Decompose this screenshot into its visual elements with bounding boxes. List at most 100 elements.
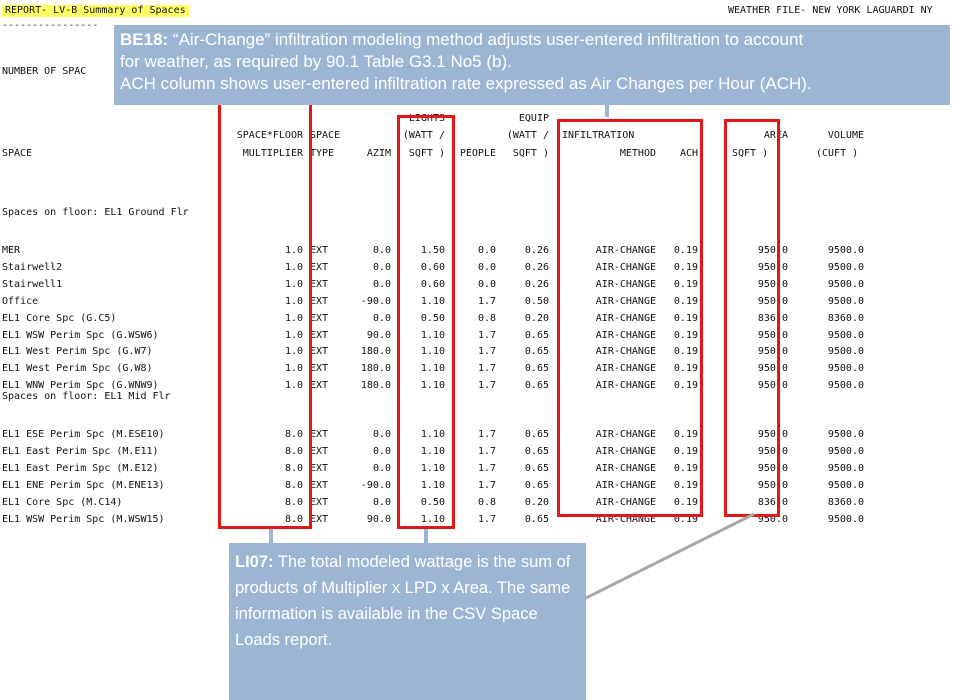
cell-equip: 0.65 — [524, 513, 549, 525]
report-title: REPORT- LV-B Summary of Spaces — [2, 5, 189, 17]
cell-lights: 1.10 — [420, 380, 445, 392]
cell-type: EXT — [310, 363, 329, 375]
cell-equip: 0.50 — [524, 295, 549, 307]
multiplier-column-highlight — [218, 93, 312, 529]
callout-pointer-multiplier — [269, 529, 273, 543]
cell-azim: 0.0 — [372, 445, 391, 457]
cell-equip: 0.65 — [524, 429, 549, 440]
cell-volume: 9500.0 — [827, 429, 864, 440]
cell-lights: 0.50 — [420, 312, 445, 324]
cell-area: 950.0 — [757, 462, 788, 474]
cell-volume: 9500.0 — [827, 295, 864, 307]
cell-infiltration-method: AIR-CHANGE — [595, 429, 656, 440]
cell-azim: 180.0 — [360, 380, 391, 392]
cell-lights: 1.10 — [420, 295, 445, 307]
cell-area: 950.0 — [757, 513, 788, 525]
cell-space: Stairwell2 — [2, 261, 63, 273]
cell-area: 950.0 — [757, 380, 788, 392]
cell-people: 0.8 — [477, 496, 496, 508]
cell-lights: 1.10 — [420, 445, 445, 457]
cell-people: 0.0 — [477, 261, 496, 273]
callout-be18-line2: for weather, as required by 90.1 Table G… — [120, 52, 512, 71]
callout-be18-line3: ACH column shows user-entered infiltrati… — [120, 74, 812, 93]
cell-area: 950.0 — [757, 278, 788, 290]
col-type-header-2: TYPE — [310, 148, 335, 159]
callout-pointer-infiltration — [605, 105, 609, 117]
cell-space: EL1 Core Spc (G.C5) — [2, 312, 117, 324]
cell-ach: 0.19 — [673, 513, 698, 525]
cell-infiltration-method: AIR-CHANGE — [595, 245, 656, 256]
cell-area: 950.0 — [757, 346, 788, 358]
cell-infiltration-method: AIR-CHANGE — [595, 278, 656, 290]
callout-be18-code: BE18: — [120, 30, 169, 49]
cell-azim: -90.0 — [360, 295, 391, 307]
cell-space: EL1 West Perim Spc (G.W7) — [2, 346, 153, 358]
cell-azim: 0.0 — [372, 312, 391, 324]
floor-label-mid: Spaces on floor: EL1 Mid Flr — [2, 391, 171, 402]
cell-volume: 9500.0 — [827, 462, 864, 474]
cell-azim: 0.0 — [372, 429, 391, 440]
col-equip-header-2: (WATT / — [506, 130, 549, 141]
cell-azim: 0.0 — [372, 261, 391, 273]
cell-lights: 1.10 — [420, 462, 445, 474]
callout-li07-code: LI07: — [235, 553, 274, 571]
cell-type: EXT — [310, 429, 329, 440]
cell-azim: 90.0 — [366, 513, 391, 525]
cell-lights: 1.10 — [420, 329, 445, 341]
cell-area: 950.0 — [757, 363, 788, 375]
cell-ach: 0.19 — [673, 329, 698, 341]
cell-type: EXT — [310, 346, 329, 358]
cell-space: EL1 WNW Perim Spc (G.WNW9) — [2, 380, 159, 392]
col-area-header-1: AREA — [763, 130, 788, 141]
cell-people: 1.7 — [477, 513, 496, 525]
cell-ach: 0.19 — [673, 346, 698, 358]
cell-equip: 0.65 — [524, 346, 549, 358]
cell-people: 1.7 — [477, 429, 496, 440]
cell-multiplier: 1.0 — [284, 363, 303, 375]
col-space-header: SPACE — [2, 148, 33, 159]
cell-volume: 9500.0 — [827, 380, 864, 392]
cell-people: 0.0 — [477, 278, 496, 290]
cell-area: 950.0 — [757, 295, 788, 307]
cell-space: EL1 Core Spc (M.C14) — [2, 496, 123, 508]
number-of-spaces-label: NUMBER OF SPAC — [2, 66, 87, 77]
col-method-header: METHOD — [619, 148, 656, 159]
cell-space: EL1 East Perim Spc (M.E12) — [2, 462, 159, 474]
col-infiltration-header: INFILTRATION — [562, 130, 635, 141]
col-volume-header-2: (CUFT ) — [816, 148, 859, 159]
cell-space: Office — [2, 295, 39, 307]
cell-lights: 1.10 — [420, 429, 445, 440]
col-lights-header-2: (WATT / — [402, 130, 445, 141]
col-equip-header-3: SQFT ) — [512, 148, 549, 159]
cell-type: EXT — [310, 261, 329, 273]
cell-area: 950.0 — [757, 329, 788, 341]
cell-type: EXT — [310, 479, 329, 491]
cell-type: EXT — [310, 295, 329, 307]
cell-multiplier: 8.0 — [284, 513, 303, 525]
cell-multiplier: 8.0 — [284, 479, 303, 491]
cell-equip: 0.65 — [524, 363, 549, 375]
callout-pointer-lights — [424, 529, 428, 543]
cell-infiltration-method: AIR-CHANGE — [595, 261, 656, 273]
cell-multiplier: 1.0 — [284, 346, 303, 358]
cell-space: EL1 ESE Perim Spc (M.ESE10) — [2, 429, 165, 440]
cell-ach: 0.19 — [673, 312, 698, 324]
floor-label-ground: Spaces on floor: EL1 Ground Flr — [2, 207, 189, 218]
cell-ach: 0.19 — [673, 496, 698, 508]
cell-people: 1.7 — [477, 462, 496, 474]
cell-volume: 9500.0 — [827, 329, 864, 341]
cell-lights: 1.10 — [420, 346, 445, 358]
col-volume-header-1: VOLUME — [827, 130, 864, 141]
cell-ach: 0.19 — [673, 278, 698, 290]
callout-li07: LI07: The total modeled wattage is the s… — [229, 543, 586, 700]
cell-azim: 0.0 — [372, 278, 391, 290]
cell-multiplier: 1.0 — [284, 380, 303, 392]
cell-ach: 0.19 — [673, 295, 698, 307]
cell-ach: 0.19 — [673, 261, 698, 273]
col-people-header: PEOPLE — [459, 148, 496, 159]
cell-lights: 0.50 — [420, 496, 445, 508]
cell-space: EL1 West Perim Spc (G.W8) — [2, 363, 153, 375]
cell-people: 1.7 — [477, 479, 496, 491]
cell-space: EL1 ENE Perim Spc (M.ENE13) — [2, 479, 165, 491]
cell-azim: 0.0 — [372, 462, 391, 474]
